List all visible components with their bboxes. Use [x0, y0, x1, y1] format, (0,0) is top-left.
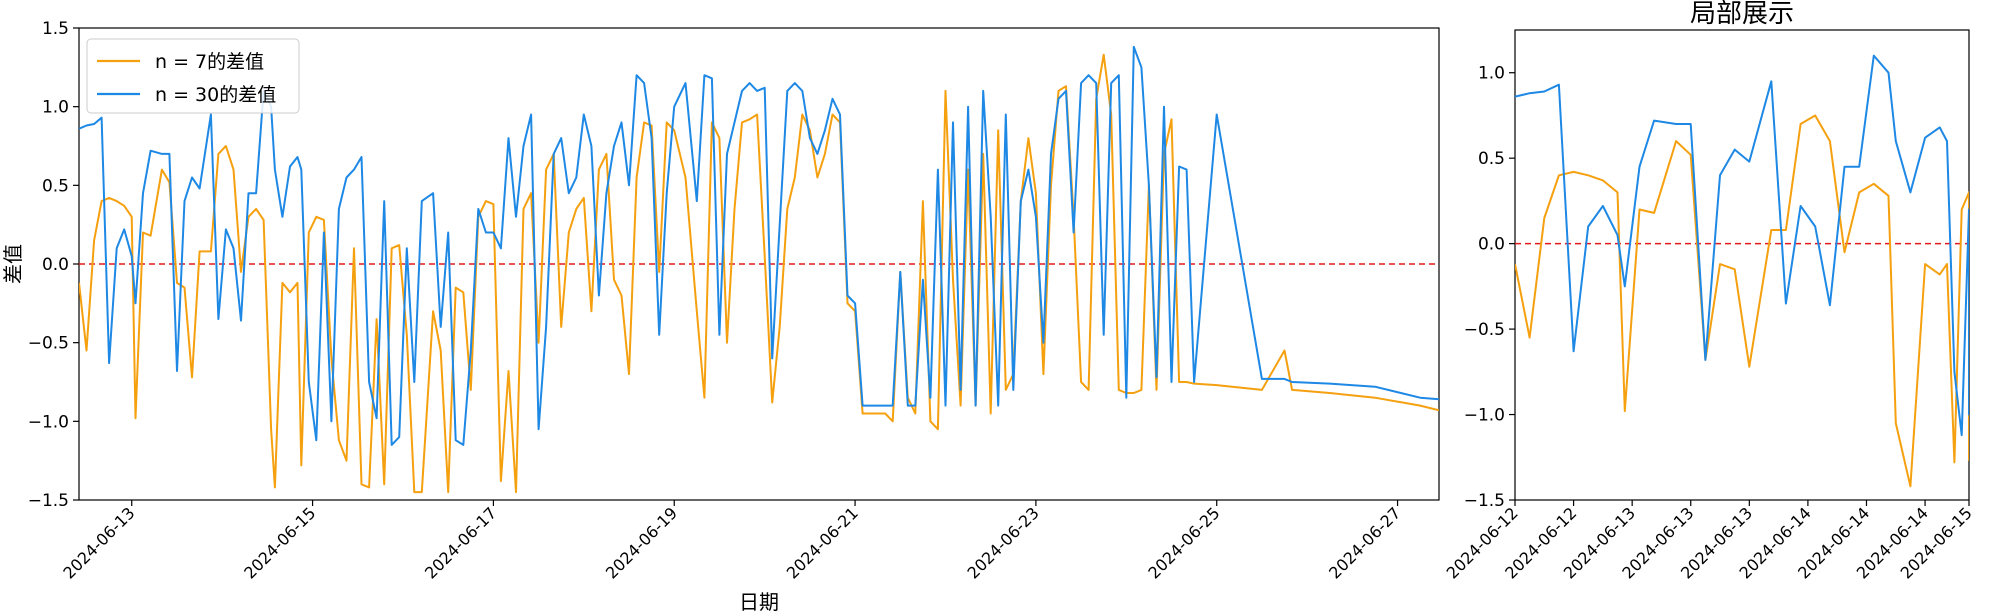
series-line-n30	[1515, 54, 1969, 437]
main-y-axis-ticks: −1.5 −1.0 −0.5 0.0 0.5 1.0 1.5	[28, 19, 79, 511]
x-tick-label: 2024-06-27	[1325, 503, 1404, 582]
main-x-axis-ticks: 2024-06-13 2024-06-15 2024-06-17 2024-06-19…	[59, 500, 1404, 583]
main-series-lines	[79, 45, 1439, 494]
y-tick-label: −0.5	[1464, 320, 1505, 340]
y-tick-label: −1.5	[28, 491, 69, 511]
main-x-axis-label: 日期	[739, 590, 779, 612]
x-tick-label: 2024-06-21	[783, 503, 862, 582]
y-tick-label: −1.0	[1464, 406, 1505, 426]
y-tick-label: 0.0	[1478, 235, 1505, 255]
x-tick-label: 2024-06-17	[421, 503, 500, 582]
zoom-chart-title: 局部展示	[1690, 0, 1794, 29]
legend-label: n = 30的差值	[155, 84, 276, 106]
zoom-series-lines	[1515, 54, 1969, 488]
main-y-axis-label: 差值	[1, 244, 25, 284]
y-tick-label: −1.5	[1464, 491, 1505, 511]
x-tick-label: 2024-06-15	[240, 503, 319, 582]
x-tick-label: 2024-06-23	[964, 503, 1043, 582]
x-tick-label: 2024-06-19	[602, 503, 681, 582]
legend: n = 7的差值 n = 30的差值	[86, 38, 300, 114]
series-line-n30	[79, 45, 1439, 446]
legend-label: n = 7的差值	[155, 51, 264, 73]
x-tick-label: 2024-06-13	[59, 503, 138, 582]
y-tick-label: 0.0	[42, 255, 69, 275]
y-tick-label: 0.5	[42, 176, 69, 196]
x-tick-label: 2024-06-25	[1144, 503, 1223, 582]
series-line-n7	[79, 53, 1439, 494]
zoom-chart-panel: 局部展示 −1.5 −1.0 −0.5 0.0 0.5 1.0 2024-06-12202…	[1443, 0, 1976, 583]
y-tick-label: 1.0	[1478, 64, 1505, 84]
zoom-y-axis-ticks: −1.5 −1.0 −0.5 0.0 0.5 1.0	[1464, 64, 1515, 511]
y-tick-label: 1.0	[42, 98, 69, 118]
y-tick-label: 1.5	[42, 19, 69, 39]
main-chart-panel: −1.5−1.0−0.50.00.51.01.5 2024-06-13 2024-…	[1, 19, 1440, 612]
zoom-x-axis-ticks: 2024-06-122024-06-122024-06-132024-06-13…	[1443, 500, 1976, 583]
y-tick-label: 0.5	[1478, 149, 1505, 169]
y-tick-label: −0.5	[28, 334, 69, 354]
series-line-n7	[1515, 114, 1969, 488]
y-tick-label: −1.0	[28, 412, 69, 432]
